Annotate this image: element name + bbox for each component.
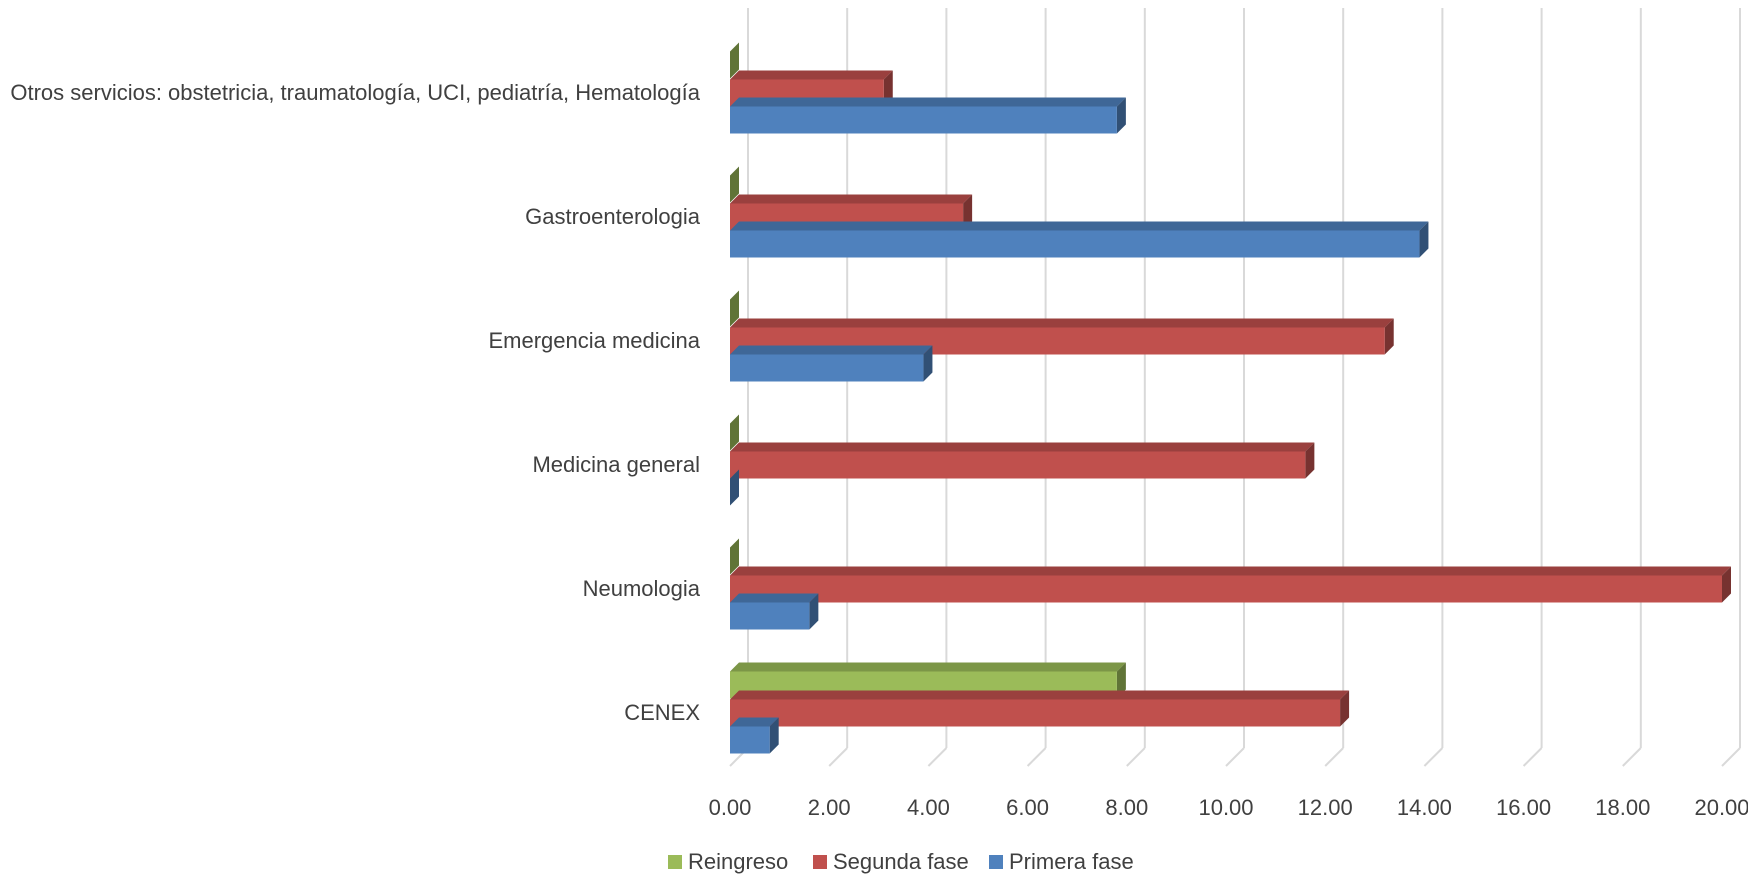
x-tick-label: 18.00 xyxy=(1595,795,1650,820)
x-tick-label: 4.00 xyxy=(907,795,950,820)
gridline-foot xyxy=(828,747,848,767)
x-tick-label: 8.00 xyxy=(1105,795,1148,820)
bar-side-face xyxy=(730,166,739,203)
bar-front-face xyxy=(730,726,770,754)
bars xyxy=(730,42,1731,754)
bar-front-face xyxy=(730,451,1306,479)
x-tick-label: 0.00 xyxy=(709,795,752,820)
bar-side-face xyxy=(730,469,739,506)
bar xyxy=(730,690,1350,727)
bar-side-face xyxy=(730,414,739,451)
gridline-foot xyxy=(1126,747,1146,767)
bar-side-face xyxy=(1305,442,1315,479)
legend-label: Primera fase xyxy=(1009,849,1134,874)
bar-side-face xyxy=(730,538,739,575)
category-label: Neumologia xyxy=(583,576,701,601)
bar xyxy=(730,469,739,506)
legend-item: Segunda fase xyxy=(813,849,969,874)
bar-top-face xyxy=(730,318,1394,328)
bar-top-face xyxy=(730,662,1126,672)
bar-top-face xyxy=(730,345,933,355)
bar-top-face xyxy=(730,717,779,727)
gridline-foot xyxy=(1324,747,1344,767)
bar-side-face xyxy=(1116,97,1126,134)
bar-front-face xyxy=(730,230,1420,258)
bar xyxy=(730,593,819,630)
x-tick-label: 6.00 xyxy=(1006,795,1049,820)
bar-top-face xyxy=(730,690,1350,700)
bar xyxy=(730,442,1315,479)
bar xyxy=(730,290,739,327)
bar xyxy=(730,345,933,382)
gridline-foot xyxy=(1721,747,1741,767)
bar-front-face xyxy=(730,106,1117,134)
bar-side-face xyxy=(730,290,739,327)
bar xyxy=(730,717,779,754)
bar-top-face xyxy=(730,194,973,204)
bar xyxy=(730,414,739,451)
bar-side-face xyxy=(923,345,933,382)
x-tick-label: 2.00 xyxy=(808,795,851,820)
bar-top-face xyxy=(730,97,1126,107)
bar-front-face xyxy=(730,602,810,630)
legend-item: Reingreso xyxy=(668,849,788,874)
x-tick-label: 20.00 xyxy=(1694,795,1748,820)
bar xyxy=(730,97,1126,134)
bar xyxy=(730,166,739,203)
category-label: Medicina general xyxy=(532,452,700,477)
bar-front-face xyxy=(730,699,1341,727)
x-tick-label: 16.00 xyxy=(1496,795,1551,820)
bar-front-face xyxy=(730,354,924,382)
bar xyxy=(730,538,739,575)
x-tick-label: 14.00 xyxy=(1397,795,1452,820)
bar-side-face xyxy=(1116,662,1126,699)
legend-swatch xyxy=(989,855,1003,869)
legend-label: Segunda fase xyxy=(833,849,969,874)
legend-swatch xyxy=(813,855,827,869)
bar-side-face xyxy=(809,593,819,630)
category-label: Otros servicios: obstetricia, traumatolo… xyxy=(10,80,700,105)
category-label: CENEX xyxy=(624,700,700,725)
bar-top-face xyxy=(730,442,1315,452)
x-tick-label: 12.00 xyxy=(1298,795,1353,820)
bar-side-face xyxy=(1384,318,1394,355)
bar xyxy=(730,42,739,79)
gridline-foot xyxy=(1522,747,1543,767)
bar-front-face xyxy=(730,575,1722,603)
bar xyxy=(730,566,1731,603)
legend-item: Primera fase xyxy=(989,849,1134,874)
bar xyxy=(730,221,1429,258)
gridline-foot xyxy=(1423,747,1444,767)
gridline-foot xyxy=(1622,747,1642,767)
bar-side-face xyxy=(1340,690,1350,727)
category-label: Gastroenterologia xyxy=(525,204,701,229)
bar-top-face xyxy=(730,70,893,80)
x-tick-label: 10.00 xyxy=(1198,795,1253,820)
bar-side-face xyxy=(730,42,739,79)
bar-top-face xyxy=(730,593,819,603)
gridline-foot xyxy=(1026,747,1047,767)
legend: Reingreso Segunda fase Primera fase xyxy=(668,849,1134,874)
bar-side-face xyxy=(1722,566,1731,603)
gridline-foot xyxy=(1225,747,1245,767)
category-label: Emergencia medicina xyxy=(488,328,700,353)
legend-label: Reingreso xyxy=(688,849,788,874)
bar-side-face xyxy=(1419,221,1429,258)
bar-top-face xyxy=(730,221,1429,231)
gridline-foot xyxy=(927,747,948,767)
bar-side-face xyxy=(769,717,779,754)
bar-top-face xyxy=(730,566,1731,576)
legend-swatch xyxy=(668,855,682,869)
